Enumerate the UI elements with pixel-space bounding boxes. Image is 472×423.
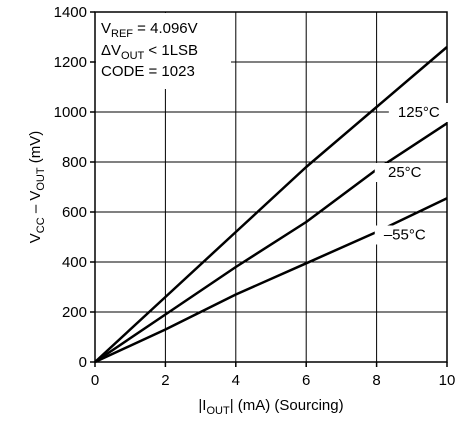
annotation-vref: VREF = 4.096V xyxy=(101,20,198,40)
x-tick-label: 2 xyxy=(161,372,169,389)
y-tick-label: 1000 xyxy=(54,104,87,121)
x-tick-label: 0 xyxy=(91,372,99,389)
x-axis-label: |IOUT| (mA) (Sourcing) xyxy=(198,397,343,417)
y-tick-label: 200 xyxy=(62,304,87,321)
curve-label-0: 125°C xyxy=(398,104,440,121)
series-line-0 xyxy=(94,46,448,363)
annotation-box xyxy=(96,13,231,89)
annotation-code: CODE = 1023 xyxy=(101,63,195,80)
y-tick-label: 400 xyxy=(62,254,87,271)
curve-label-2: –55°C xyxy=(384,227,426,244)
y-axis-label: VCC – VOUT (mV) xyxy=(27,131,47,244)
y-tick-label: 0 xyxy=(79,354,87,371)
series-line-2 xyxy=(94,197,448,364)
x-tick-label: 4 xyxy=(232,372,240,389)
x-tick-label: 10 xyxy=(439,372,456,389)
grid xyxy=(95,12,447,362)
y-tick-label: 800 xyxy=(62,154,87,171)
x-tick-label: 8 xyxy=(372,372,380,389)
x-tick-label: 6 xyxy=(302,372,310,389)
y-tick-label: 600 xyxy=(62,204,87,221)
curve-label-bg xyxy=(374,225,435,245)
annotation-dvout: ΔVOUT < 1LSB xyxy=(101,42,198,62)
curve-labels: 125°C 25°C –55°C xyxy=(374,103,449,245)
series-line-1 xyxy=(94,122,448,364)
curve-label-bg xyxy=(388,103,449,122)
curve-label-bg xyxy=(374,163,435,182)
y-tick-label: 1400 xyxy=(54,4,87,21)
tick-labels: 0 2 4 6 8 10 0 200 400 600 800 1000 1200 1400 xyxy=(54,4,456,389)
series-group xyxy=(94,46,448,364)
ticks xyxy=(90,11,448,367)
y-tick-label: 1200 xyxy=(54,54,87,71)
plot-frame xyxy=(94,11,448,363)
curve-label-1: 25°C xyxy=(388,164,422,181)
